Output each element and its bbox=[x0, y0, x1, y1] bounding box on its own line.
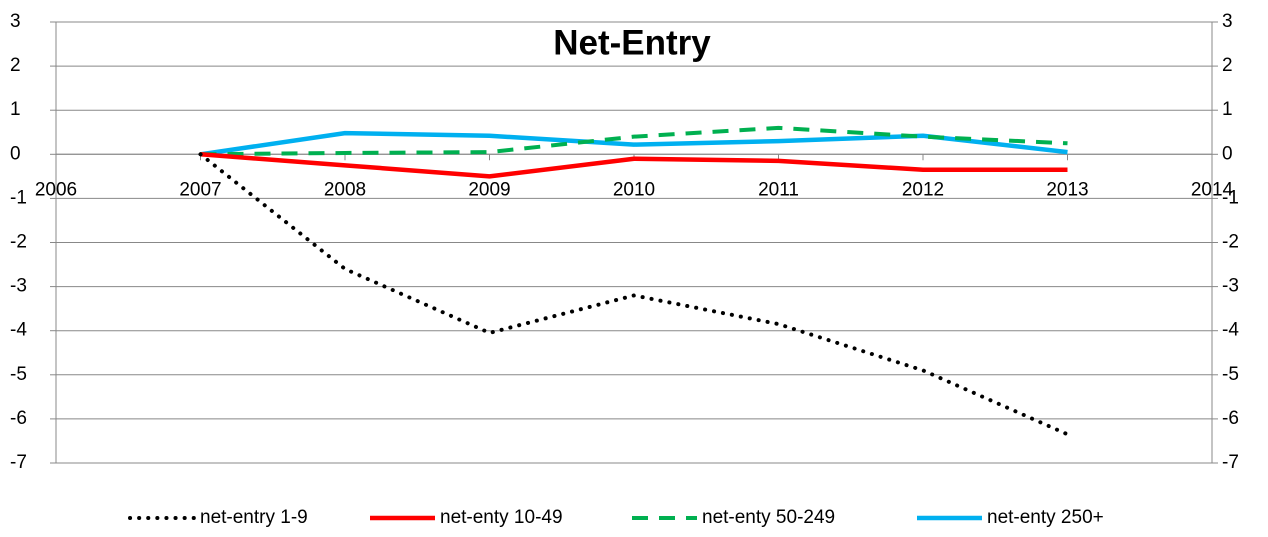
x-tick-label: 2009 bbox=[468, 179, 510, 200]
series-line bbox=[200, 152, 1068, 179]
x-tick-label: 2012 bbox=[902, 179, 944, 200]
y-tick-label: -1 bbox=[10, 187, 27, 208]
legend-label: net-enty 10-49 bbox=[440, 507, 563, 528]
x-tick-label: 2013 bbox=[1046, 179, 1088, 200]
x-tick-label: 2007 bbox=[179, 179, 221, 200]
y-tick-label: 1 bbox=[10, 99, 21, 120]
x-tick-label: 2011 bbox=[758, 179, 799, 200]
y2-tick-label: -2 bbox=[1222, 232, 1239, 253]
y-tick-label: -4 bbox=[10, 320, 27, 341]
y-tick-label: -3 bbox=[10, 276, 27, 297]
series-line bbox=[200, 125, 1068, 157]
chart-title: Net-Entry bbox=[553, 23, 711, 62]
y2-tick-label: 2 bbox=[1222, 55, 1233, 76]
x-tick-label: 2008 bbox=[324, 179, 366, 200]
y2-tick-label: 3 bbox=[1222, 11, 1233, 32]
y2-tick-label: -7 bbox=[1222, 452, 1239, 473]
y-tick-label: -7 bbox=[10, 452, 27, 473]
y-tick-label: 0 bbox=[10, 143, 21, 164]
legend-label: net-enty 50-249 bbox=[702, 507, 835, 528]
y2-tick-label: -3 bbox=[1222, 276, 1239, 297]
x-tick-label: 2010 bbox=[613, 179, 655, 200]
legend-label: net-entry 1-9 bbox=[200, 507, 308, 528]
legend-label: net-enty 250+ bbox=[987, 507, 1104, 528]
x-tick-label: 2014 bbox=[1191, 179, 1234, 200]
y-tick-label: 3 bbox=[10, 11, 21, 32]
y2-tick-label: 0 bbox=[1222, 143, 1233, 164]
y2-tick-label: -1 bbox=[1222, 187, 1239, 208]
y2-tick-label: -5 bbox=[1222, 364, 1239, 385]
y-tick-label: 2 bbox=[10, 55, 21, 76]
x-tick-label: 2006 bbox=[35, 179, 77, 200]
y2-tick-label: 1 bbox=[1222, 99, 1233, 120]
y-tick-label: -6 bbox=[10, 408, 27, 429]
y-tick-label: -2 bbox=[10, 232, 27, 253]
series-line bbox=[198, 152, 1070, 437]
y-tick-label: -5 bbox=[10, 364, 27, 385]
series-line bbox=[200, 130, 1068, 157]
y2-tick-label: -6 bbox=[1222, 408, 1239, 429]
y2-tick-label: -4 bbox=[1222, 320, 1239, 341]
